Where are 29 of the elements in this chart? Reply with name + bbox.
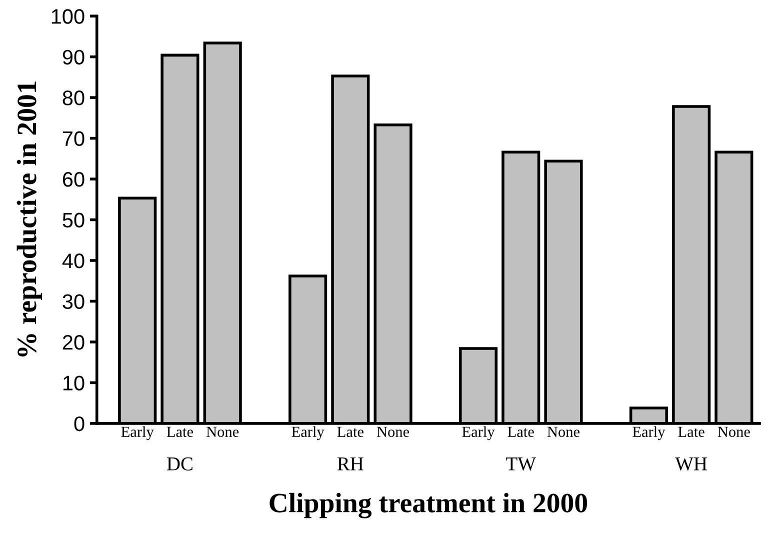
- x-tick-label: Early: [632, 426, 666, 440]
- x-tick-label: None: [376, 426, 410, 437]
- x-tick-label: Early: [121, 426, 154, 440]
- x-tick-label: Late: [337, 426, 364, 437]
- y-tick-label: 20: [62, 334, 84, 350]
- y-tick-label: 10: [63, 376, 84, 390]
- y-tick-label: 0: [74, 416, 84, 432]
- x-tick-label: Early: [462, 426, 495, 440]
- x-tick-label: Late: [508, 426, 534, 437]
- x-tick-label: Late: [166, 426, 194, 437]
- x-tick-label: None: [206, 426, 239, 437]
- y-tick-label: 60: [62, 172, 84, 187]
- y-tick-label: 100: [52, 9, 84, 24]
- y-axis-title: % reproductive in 2001: [16, 82, 42, 356]
- y-tick-label: 70: [62, 131, 84, 146]
- text: DC: [167, 457, 192, 470]
- y-tick-label: 90: [62, 50, 84, 65]
- text: TW: [506, 458, 536, 471]
- text: RH: [337, 458, 364, 470]
- y-tick-label: 80: [62, 90, 84, 106]
- x-tick-label: Late: [678, 426, 704, 437]
- text: WH: [675, 458, 707, 471]
- y-tick-label: 50: [62, 212, 84, 228]
- x-axis-title: Clipping treatment in 2000: [270, 492, 587, 518]
- x-tick-label: None: [547, 426, 580, 437]
- y-tick-label: 30: [62, 294, 84, 309]
- x-tick-label: None: [718, 426, 750, 437]
- y-tick-label: 40: [62, 253, 84, 268]
- x-tick-label: Early: [292, 426, 324, 440]
